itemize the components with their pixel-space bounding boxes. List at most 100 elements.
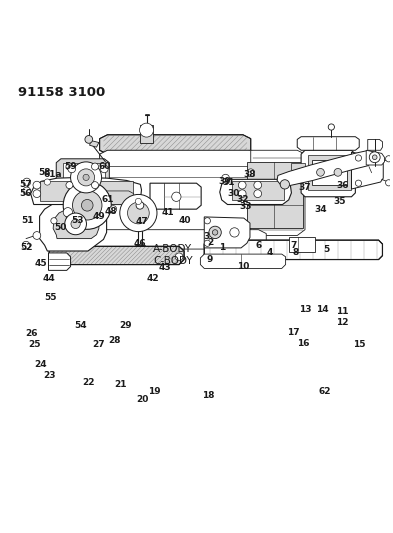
Text: 42: 42	[147, 274, 160, 284]
Polygon shape	[90, 141, 99, 147]
Text: 7: 7	[290, 241, 297, 249]
Text: 3: 3	[203, 232, 209, 241]
Text: 30: 30	[227, 189, 239, 198]
Polygon shape	[100, 135, 251, 154]
Bar	[312, 160, 347, 185]
Text: 44: 44	[42, 274, 55, 284]
Text: 60: 60	[98, 162, 110, 171]
Text: 5: 5	[323, 245, 329, 254]
Circle shape	[136, 201, 144, 209]
Bar	[292, 163, 305, 171]
Polygon shape	[31, 177, 141, 205]
Circle shape	[77, 169, 95, 186]
Text: 58: 58	[39, 168, 51, 177]
Circle shape	[373, 155, 377, 159]
Circle shape	[140, 123, 154, 137]
Text: 8: 8	[292, 248, 298, 257]
Circle shape	[230, 228, 239, 237]
Polygon shape	[56, 159, 109, 193]
Circle shape	[204, 240, 210, 246]
Circle shape	[65, 213, 86, 235]
Text: 10: 10	[237, 262, 249, 271]
Circle shape	[175, 253, 183, 261]
Text: 25: 25	[28, 340, 41, 349]
Text: 13: 13	[299, 305, 311, 314]
Polygon shape	[351, 152, 383, 189]
Text: 40: 40	[179, 216, 191, 225]
Circle shape	[204, 217, 210, 224]
Text: 91158 3100: 91158 3100	[18, 86, 106, 99]
Polygon shape	[40, 203, 107, 251]
Circle shape	[386, 156, 392, 162]
Text: 34: 34	[314, 205, 327, 214]
Text: 49: 49	[92, 213, 105, 221]
Text: 32: 32	[236, 196, 248, 204]
Circle shape	[66, 163, 73, 170]
Polygon shape	[53, 209, 99, 239]
Text: 55: 55	[44, 293, 56, 302]
Polygon shape	[100, 150, 259, 239]
Text: 35: 35	[334, 197, 346, 206]
Text: 51: 51	[22, 215, 34, 224]
Text: 61: 61	[102, 196, 114, 204]
Polygon shape	[297, 136, 359, 150]
Circle shape	[355, 180, 362, 187]
Polygon shape	[48, 253, 71, 270]
Circle shape	[280, 180, 290, 189]
Text: 15: 15	[353, 340, 365, 349]
Circle shape	[33, 190, 41, 198]
Circle shape	[85, 135, 93, 143]
Text: 36: 36	[337, 181, 349, 190]
Text: 1: 1	[219, 244, 225, 253]
Text: 61a: 61a	[43, 170, 62, 179]
Bar	[247, 162, 303, 228]
Text: 22: 22	[82, 378, 94, 387]
Text: 62: 62	[318, 387, 331, 396]
Circle shape	[247, 169, 255, 176]
Polygon shape	[200, 254, 286, 269]
Text: 38: 38	[244, 170, 256, 179]
Text: 28: 28	[108, 336, 121, 345]
Circle shape	[369, 152, 380, 163]
Circle shape	[23, 187, 31, 195]
Circle shape	[222, 174, 230, 182]
Circle shape	[71, 162, 101, 193]
Circle shape	[238, 190, 246, 198]
Polygon shape	[95, 192, 111, 205]
Circle shape	[254, 181, 262, 189]
Circle shape	[101, 165, 108, 173]
Circle shape	[71, 219, 80, 229]
Circle shape	[328, 124, 334, 130]
Text: 50: 50	[54, 223, 66, 232]
Circle shape	[66, 182, 73, 189]
Text: 18: 18	[202, 391, 214, 400]
Text: 41: 41	[161, 208, 174, 217]
Text: 14: 14	[316, 305, 329, 313]
Text: 9: 9	[207, 255, 213, 264]
Circle shape	[110, 206, 117, 213]
Circle shape	[33, 181, 41, 189]
Text: 26: 26	[26, 329, 38, 337]
Text: 29: 29	[120, 321, 132, 330]
Text: 37: 37	[298, 183, 310, 191]
Text: 57: 57	[19, 180, 31, 189]
Circle shape	[238, 181, 246, 189]
Text: 53: 53	[71, 216, 83, 225]
Text: 48: 48	[104, 207, 117, 216]
Circle shape	[23, 178, 31, 186]
Polygon shape	[49, 246, 184, 264]
Text: 21: 21	[115, 380, 127, 389]
Polygon shape	[301, 150, 355, 197]
Circle shape	[120, 195, 157, 232]
Circle shape	[44, 179, 50, 185]
Text: 20: 20	[136, 394, 149, 403]
Bar	[63, 163, 105, 190]
Polygon shape	[92, 230, 266, 249]
Text: 39: 39	[218, 177, 231, 186]
Circle shape	[128, 202, 149, 224]
Circle shape	[92, 182, 99, 189]
Bar	[140, 125, 153, 142]
Text: A-BODY
C-BODY: A-BODY C-BODY	[153, 244, 193, 265]
Polygon shape	[251, 150, 305, 236]
Text: 54: 54	[75, 321, 87, 330]
